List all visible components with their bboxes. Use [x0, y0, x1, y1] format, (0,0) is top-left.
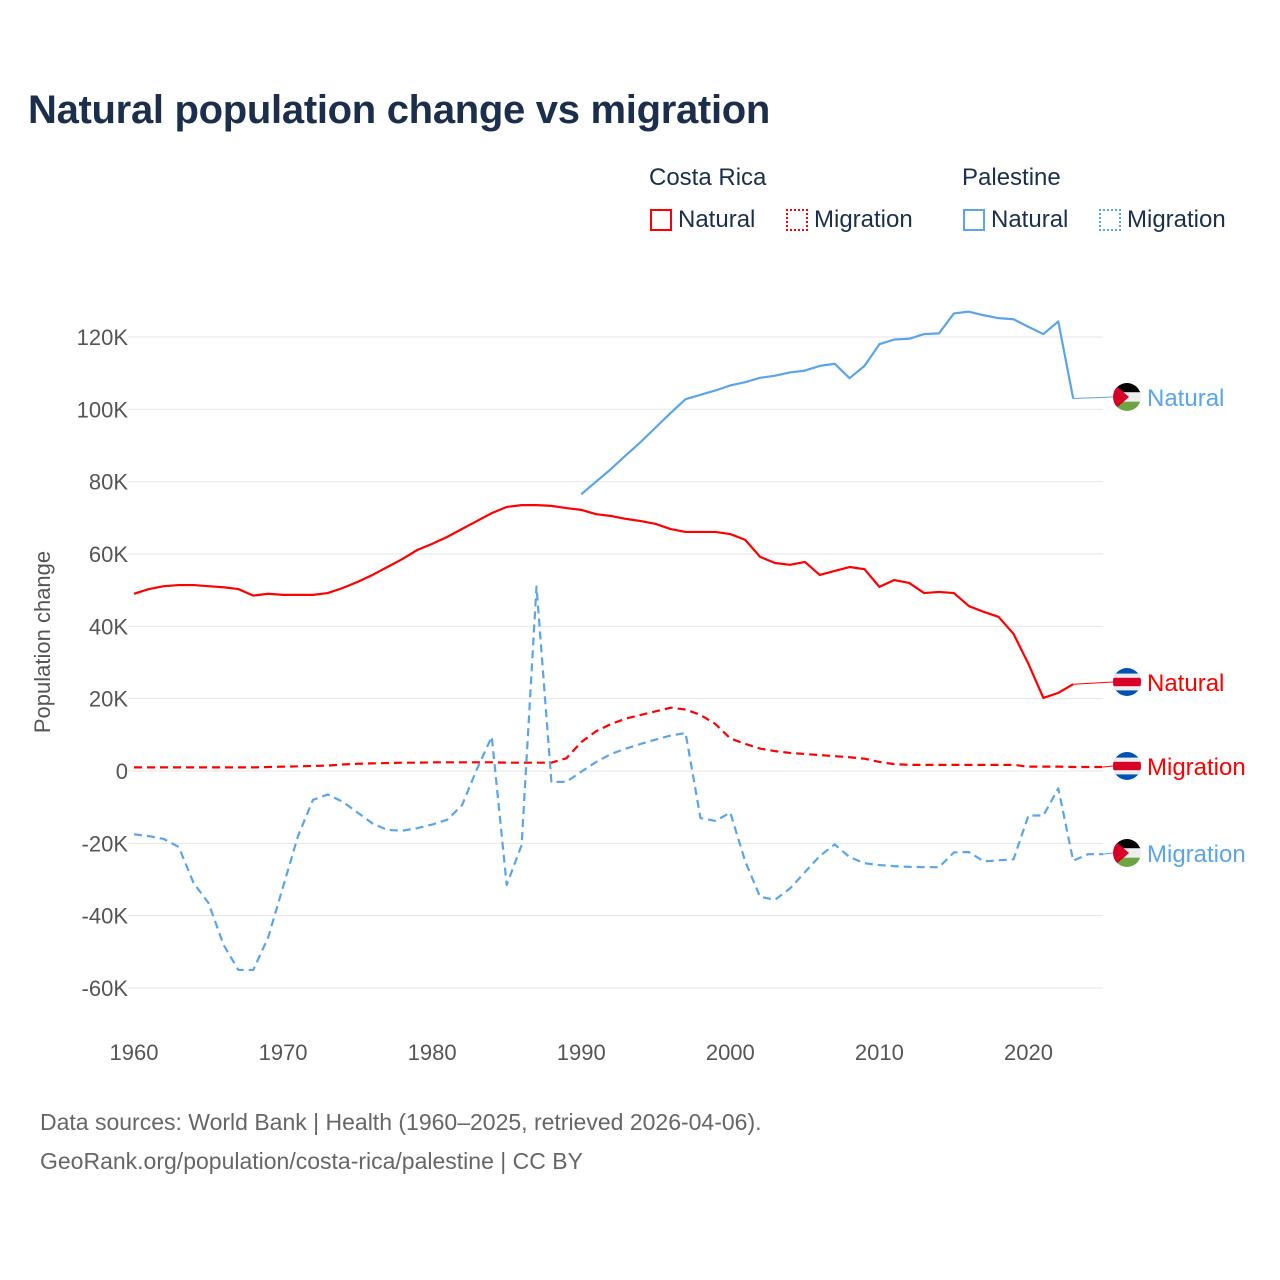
- series-end-label: Migration: [1147, 841, 1246, 868]
- y-tick-label: 80K: [89, 470, 128, 495]
- series-line-palestine-migration: [133, 585, 1103, 972]
- y-tick-label: -40K: [82, 904, 129, 929]
- footer-link[interactable]: GeoRank.org/population/costa-rica/palest…: [40, 1148, 583, 1174]
- y-tick-label: 100K: [77, 397, 129, 422]
- y-tick-label: 60K: [89, 542, 128, 567]
- costa-rica-flag-icon: [1113, 668, 1141, 696]
- label-connector: [1102, 765, 1114, 768]
- label-connector: [1073, 396, 1114, 399]
- x-tick-label: 1970: [259, 1040, 308, 1065]
- series-end-label: Natural: [1147, 385, 1224, 412]
- x-tick-label: 1960: [110, 1040, 159, 1065]
- legend-label: Natural: [991, 206, 1069, 233]
- footer-sources: Data sources: World Bank | Health (1960–…: [40, 1109, 762, 1135]
- series-line-costa-rica-natural: [133, 504, 1074, 700]
- y-tick-label: 120K: [77, 325, 129, 350]
- legend-item-costa-rica-migration[interactable]: Migration: [786, 206, 913, 234]
- y-tick-label: 40K: [89, 614, 128, 639]
- y-tick-label: 0: [116, 759, 128, 784]
- x-tick-label: 2000: [706, 1040, 755, 1065]
- legend-item-palestine-natural[interactable]: Natural: [963, 206, 1068, 234]
- legend-label: Migration: [814, 206, 913, 233]
- series-line-costa-rica-migration: [134, 706, 1103, 769]
- series-line-palestine-natural: [580, 310, 1075, 496]
- palestine-flag-icon: [1113, 839, 1141, 867]
- x-tick-label: 1990: [557, 1040, 606, 1065]
- series-end-label: Natural: [1147, 670, 1224, 697]
- y-axis-label: Population change: [30, 551, 55, 733]
- y-tick-label: -60K: [82, 976, 129, 1001]
- label-connector: [1102, 852, 1114, 855]
- costa-rica-flag-icon: [1113, 752, 1141, 780]
- y-tick-label: -20K: [82, 831, 129, 856]
- label-connector: [1073, 681, 1114, 685]
- solid-swatch-icon: [963, 209, 985, 231]
- x-tick-label: 2020: [1004, 1040, 1053, 1065]
- x-tick-label: 2010: [855, 1040, 904, 1065]
- palestine-flag-icon: [1113, 383, 1141, 411]
- solid-swatch-icon: [650, 209, 672, 231]
- legend-label: Natural: [678, 206, 756, 233]
- chart-title: Natural population change vs migration: [28, 88, 771, 132]
- legend-label: Migration: [1127, 206, 1226, 233]
- legend-heading-palestine: Palestine: [962, 164, 1061, 191]
- dotted-swatch-icon: [786, 209, 808, 231]
- x-tick-label: 1980: [408, 1040, 457, 1065]
- legend-item-palestine-migration[interactable]: Migration: [1099, 206, 1226, 234]
- dotted-swatch-icon: [1099, 209, 1121, 231]
- y-tick-label: 20K: [89, 687, 128, 712]
- legend-item-costa-rica-natural[interactable]: Natural: [650, 206, 755, 234]
- legend-heading-costa-rica: Costa Rica: [649, 164, 767, 191]
- series-end-label: Migration: [1147, 754, 1246, 781]
